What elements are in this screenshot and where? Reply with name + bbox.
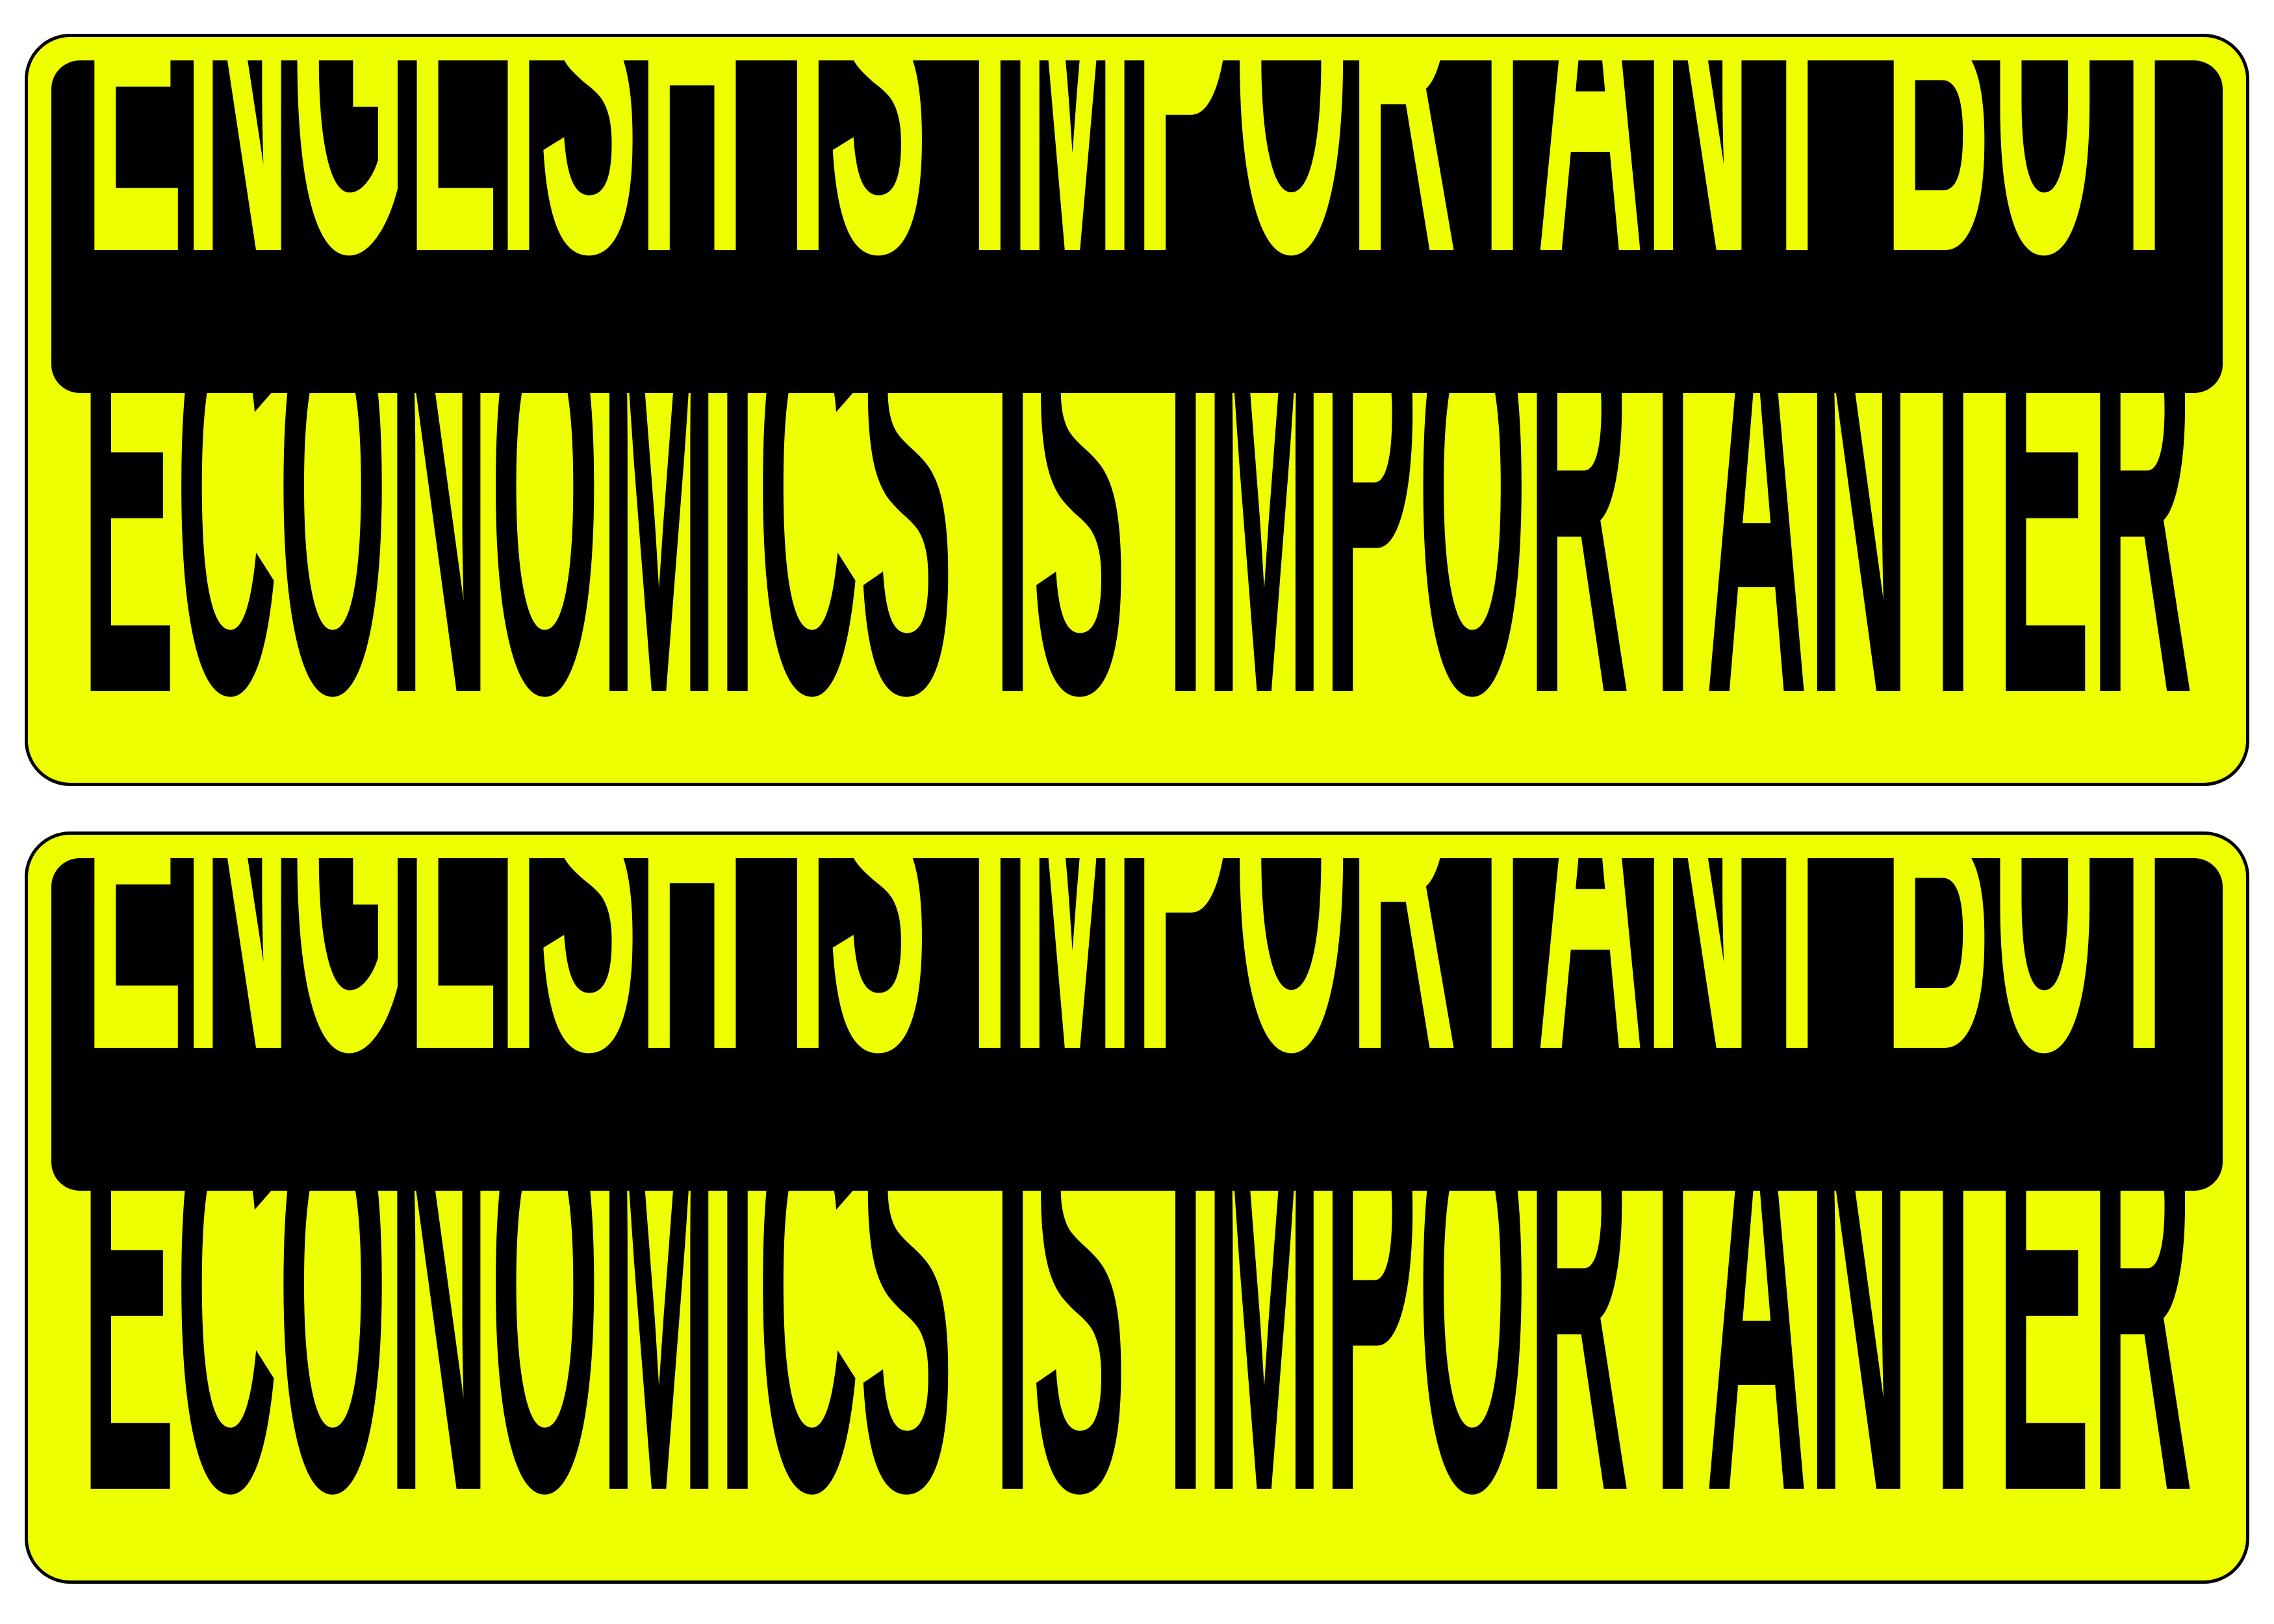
headline-line-2: ECONOMICS IS IMPORTANTER xyxy=(81,157,2193,817)
yellow-line-area: ECONOMICS IS IMPORTANTER xyxy=(51,954,2223,1615)
sticker-bottom: ENGLISH IS IMPORTANT BUT ECONOMICS IS IM… xyxy=(25,831,2249,1615)
black-banner: ENGLISH IS IMPORTANT BUT xyxy=(51,858,2223,1191)
headline-line-2: ECONOMICS IS IMPORTANTER xyxy=(81,954,2193,1615)
sticker-top: ENGLISH IS IMPORTANT BUT ECONOMICS IS IM… xyxy=(25,34,2249,817)
black-banner: ENGLISH IS IMPORTANT BUT xyxy=(51,60,2223,393)
banner-text-svg: ENGLISH IS IMPORTANT BUT xyxy=(84,858,2190,1167)
headline-line-1: ENGLISH IS IMPORTANT BUT xyxy=(84,858,2190,1167)
banner-text-svg: ENGLISH IS IMPORTANT BUT xyxy=(84,60,2190,369)
headline-line-1: ENGLISH IS IMPORTANT BUT xyxy=(84,60,2190,369)
yellow-line-area: ECONOMICS IS IMPORTANTER xyxy=(51,157,2223,817)
subline-text-svg: ECONOMICS IS IMPORTANTER xyxy=(81,157,2193,817)
subline-text-svg: ECONOMICS IS IMPORTANTER xyxy=(81,954,2193,1615)
